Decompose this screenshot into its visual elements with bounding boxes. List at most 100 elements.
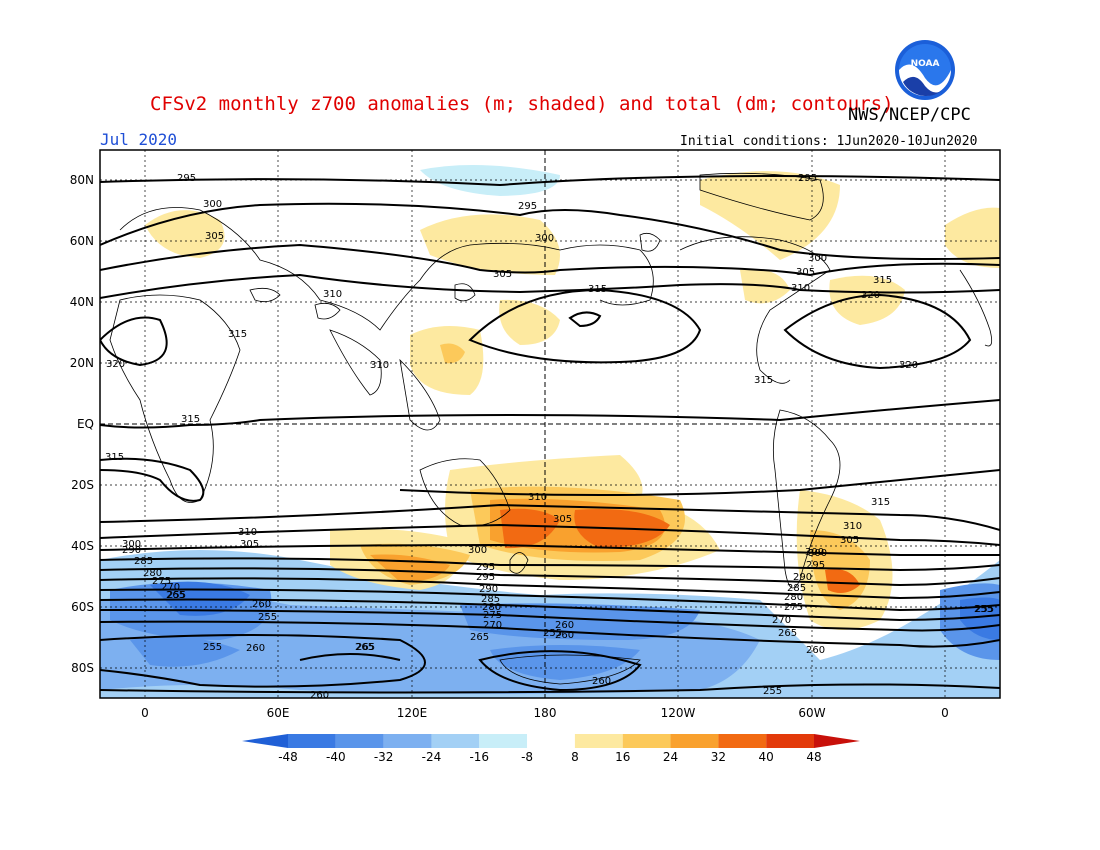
lat-label: 20S bbox=[71, 478, 94, 492]
contour-label: 305 bbox=[796, 267, 815, 278]
contour-label: 265 bbox=[778, 628, 797, 639]
contour-label: 305 bbox=[240, 539, 259, 550]
colorbar-tick-label: 40 bbox=[759, 750, 774, 764]
contour-label: 260 bbox=[555, 620, 574, 631]
colorbar-tick-label: -32 bbox=[374, 750, 394, 764]
lat-label: 80N bbox=[70, 173, 94, 187]
colorbar-tick-label: -24 bbox=[422, 750, 442, 764]
contour-label: 320 bbox=[899, 360, 918, 371]
colorbar-swatch bbox=[383, 734, 432, 748]
contour-label: 315 bbox=[181, 414, 200, 425]
colorbar-tick-label: 32 bbox=[711, 750, 726, 764]
colorbar-tick-label: -8 bbox=[521, 750, 533, 764]
colorbar-swatch bbox=[670, 734, 719, 748]
contour-label: 260 bbox=[592, 676, 611, 687]
contour-label: 255 bbox=[975, 604, 994, 615]
contour-label: 280 bbox=[482, 602, 501, 613]
colorbar-tick-label: 48 bbox=[806, 750, 821, 764]
contour-label: 255 bbox=[167, 590, 186, 601]
contour-label: 270 bbox=[161, 582, 180, 593]
colorbar-tick-label: -48 bbox=[278, 750, 298, 764]
longitude-labels: 0 60E 120E 180 120W 60W 0 bbox=[141, 706, 949, 720]
contour-label: 310 bbox=[791, 283, 810, 294]
lon-label: 60W bbox=[798, 706, 825, 720]
contour-label: 295 bbox=[798, 173, 817, 184]
contour-label: 260 bbox=[252, 599, 271, 610]
contour-label: 300 bbox=[808, 253, 827, 264]
lat-label: 20N bbox=[70, 356, 94, 370]
contour-label: 285 bbox=[787, 583, 806, 594]
contour-label: 265 bbox=[355, 642, 374, 653]
contour-label: 300 bbox=[203, 199, 222, 210]
contour-label: 290 bbox=[122, 545, 141, 556]
contour-label: 255 bbox=[258, 612, 277, 623]
contour-label: 300 bbox=[535, 233, 554, 244]
contour-label: 275 bbox=[784, 602, 803, 613]
contour-label: 265 bbox=[166, 590, 185, 601]
noaa-logo: NOAA bbox=[895, 40, 955, 100]
contour-label: 295 bbox=[177, 173, 196, 184]
contour-label: 260 bbox=[246, 643, 265, 654]
colorbar-tick-label: 24 bbox=[663, 750, 678, 764]
colorbar-swatch bbox=[574, 734, 623, 748]
lon-label: 120W bbox=[661, 706, 696, 720]
contour-label: 270 bbox=[483, 620, 502, 631]
contour-label: 255 bbox=[543, 628, 562, 639]
colorbar-swatch bbox=[479, 734, 528, 748]
colorbar-tick-label: -16 bbox=[469, 750, 489, 764]
lat-label: 40S bbox=[71, 539, 94, 553]
contour-label: 315 bbox=[873, 275, 892, 286]
contour-label: 275 bbox=[152, 576, 171, 587]
lon-label: 180 bbox=[534, 706, 557, 720]
contour-label: 300 bbox=[808, 548, 827, 559]
contour-label: 260 bbox=[310, 690, 329, 701]
contour-label: 305 bbox=[840, 535, 859, 546]
map-border bbox=[99, 149, 1001, 699]
contour-label: 295 bbox=[518, 201, 537, 212]
contour-label: 305 bbox=[493, 269, 512, 280]
contour-label: 315 bbox=[754, 375, 773, 386]
contour-label: 275 bbox=[483, 610, 502, 621]
contour-label: 285 bbox=[134, 556, 153, 567]
contour-label: 305 bbox=[553, 514, 572, 525]
contour-label: 310 bbox=[843, 521, 862, 532]
contour-label: 295 bbox=[476, 572, 495, 583]
colorbar-swatch bbox=[766, 734, 814, 748]
lat-label: 80S bbox=[71, 661, 94, 675]
contour-label: 300 bbox=[122, 539, 141, 550]
contour-label: 315 bbox=[228, 329, 247, 340]
contour-label: 315 bbox=[871, 497, 890, 508]
contour-label: 320 bbox=[106, 359, 125, 370]
height-contours bbox=[100, 175, 1000, 694]
colorbar-arrow-right bbox=[814, 734, 860, 748]
contour-label: 280 bbox=[143, 568, 162, 579]
contour-label: 315 bbox=[105, 452, 124, 463]
lat-label: 40N bbox=[70, 295, 94, 309]
contour-label: 265 bbox=[470, 632, 489, 643]
contour-label: 310 bbox=[238, 527, 257, 538]
colorbar-swatch bbox=[527, 734, 575, 748]
initial-conditions-label: Initial conditions: 1Jun2020-10Jun2020 bbox=[680, 134, 977, 149]
colorbar: -48 -40 -32 -24 -16 -8 8 16 24 32 40 48 bbox=[242, 734, 860, 764]
contour-label: 265 bbox=[356, 642, 375, 653]
contour-label: 315 bbox=[588, 284, 607, 295]
contour-label: 310 bbox=[323, 289, 342, 300]
contour-label: 285 bbox=[481, 594, 500, 605]
lat-label: 60N bbox=[70, 234, 94, 248]
colorbar-swatch bbox=[622, 734, 671, 748]
lat-label: EQ bbox=[77, 417, 94, 431]
contour-label-group: 295 300 305 310 315 320 315 315 315 310 … bbox=[105, 173, 994, 701]
colorbar-arrow-left bbox=[242, 734, 288, 748]
contour-label: 310 bbox=[528, 492, 547, 503]
contour-label: 300 bbox=[468, 545, 487, 556]
colorbar-tick-label: 16 bbox=[615, 750, 630, 764]
latitude-labels: 80N 60N 40N 20N EQ 20S 40S 60S 80S bbox=[70, 173, 94, 675]
colorbar-swatch bbox=[718, 734, 767, 748]
contour-label: 255 bbox=[203, 642, 222, 653]
map-content: 295 300 305 310 315 320 315 315 315 310 … bbox=[100, 150, 1000, 701]
lon-label: 120E bbox=[397, 706, 428, 720]
contour-label: 295 bbox=[476, 562, 495, 573]
contour-label: 320 bbox=[861, 290, 880, 301]
colorbar-swatch bbox=[335, 734, 384, 748]
